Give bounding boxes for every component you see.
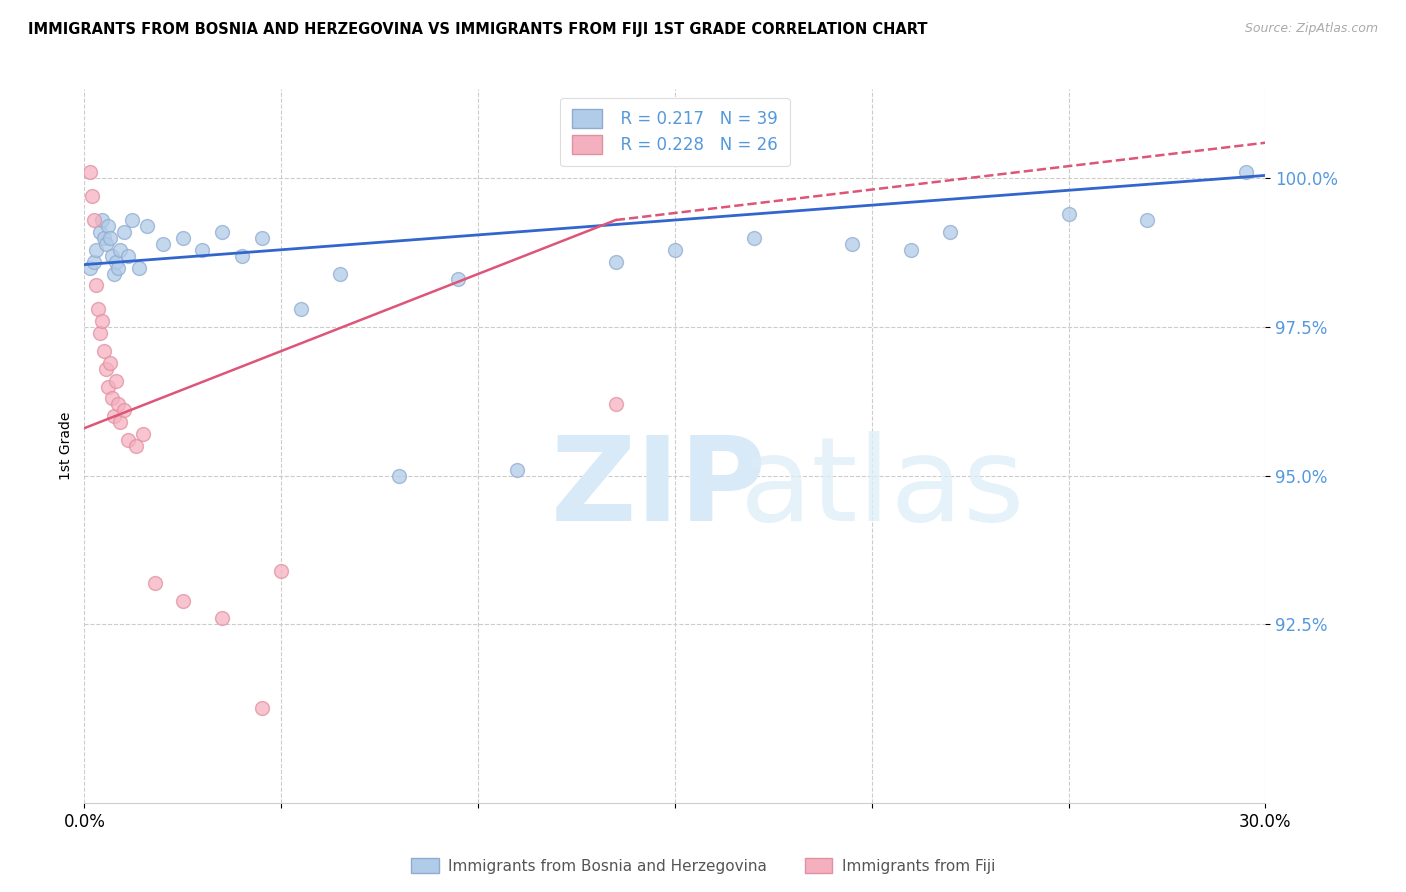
Point bbox=[89, 326, 111, 340]
Point bbox=[136, 219, 159, 233]
Point bbox=[1057, 207, 1080, 221]
Point bbox=[101, 392, 124, 406]
Point bbox=[94, 361, 117, 376]
Point bbox=[84, 278, 107, 293]
Point bbox=[101, 249, 124, 263]
Point bbox=[83, 254, 105, 268]
Point bbox=[1136, 213, 1159, 227]
Point bbox=[211, 225, 233, 239]
Point bbox=[191, 243, 214, 257]
Point bbox=[250, 700, 273, 714]
Point bbox=[89, 225, 111, 239]
Point bbox=[112, 403, 135, 417]
Point bbox=[117, 249, 139, 263]
Point bbox=[132, 427, 155, 442]
Point bbox=[108, 415, 131, 429]
Y-axis label: 1st Grade: 1st Grade bbox=[59, 412, 73, 480]
Text: Source: ZipAtlas.com: Source: ZipAtlas.com bbox=[1244, 22, 1378, 36]
Point bbox=[143, 575, 166, 590]
Point bbox=[270, 564, 292, 578]
Point bbox=[841, 236, 863, 251]
Text: IMMIGRANTS FROM BOSNIA AND HERZEGOVINA VS IMMIGRANTS FROM FIJI 1ST GRADE CORRELA: IMMIGRANTS FROM BOSNIA AND HERZEGOVINA V… bbox=[28, 22, 928, 37]
Point bbox=[82, 189, 104, 203]
Point bbox=[103, 409, 125, 424]
Point bbox=[939, 225, 962, 239]
Point bbox=[84, 243, 107, 257]
Point bbox=[211, 611, 233, 625]
Legend: Immigrants from Bosnia and Herzegovina, Immigrants from Fiji: Immigrants from Bosnia and Herzegovina, … bbox=[405, 852, 1001, 880]
Point bbox=[117, 433, 139, 447]
Point bbox=[900, 243, 922, 257]
Point bbox=[112, 225, 135, 239]
Point bbox=[605, 397, 627, 411]
Point bbox=[250, 231, 273, 245]
Point bbox=[93, 231, 115, 245]
Point bbox=[98, 356, 121, 370]
Point bbox=[329, 267, 352, 281]
Point bbox=[94, 236, 117, 251]
Point bbox=[506, 463, 529, 477]
Text: atlas: atlas bbox=[740, 432, 1025, 546]
Point bbox=[103, 267, 125, 281]
Point bbox=[87, 302, 110, 317]
Point bbox=[98, 231, 121, 245]
Point bbox=[128, 260, 150, 275]
Point bbox=[231, 249, 253, 263]
Point bbox=[605, 254, 627, 268]
Point bbox=[104, 254, 127, 268]
Point bbox=[121, 213, 143, 227]
Legend:   R = 0.217   N = 39,   R = 0.228   N = 26: R = 0.217 N = 39, R = 0.228 N = 26 bbox=[560, 97, 790, 166]
Point bbox=[93, 343, 115, 358]
Point bbox=[104, 374, 127, 388]
Point bbox=[79, 165, 101, 179]
Point bbox=[83, 213, 105, 227]
Point bbox=[172, 231, 194, 245]
Point bbox=[124, 439, 146, 453]
Point bbox=[107, 260, 129, 275]
Point bbox=[172, 593, 194, 607]
Point bbox=[742, 231, 765, 245]
Point bbox=[664, 243, 686, 257]
Point bbox=[91, 314, 114, 328]
Point bbox=[1234, 165, 1257, 179]
Point bbox=[290, 302, 312, 317]
Point bbox=[91, 213, 114, 227]
Point bbox=[152, 236, 174, 251]
Point bbox=[447, 272, 470, 286]
Point bbox=[97, 219, 120, 233]
Point bbox=[108, 243, 131, 257]
Point bbox=[388, 468, 411, 483]
Point bbox=[79, 260, 101, 275]
Point bbox=[107, 397, 129, 411]
Point bbox=[97, 379, 120, 393]
Text: ZIP: ZIP bbox=[551, 432, 766, 546]
